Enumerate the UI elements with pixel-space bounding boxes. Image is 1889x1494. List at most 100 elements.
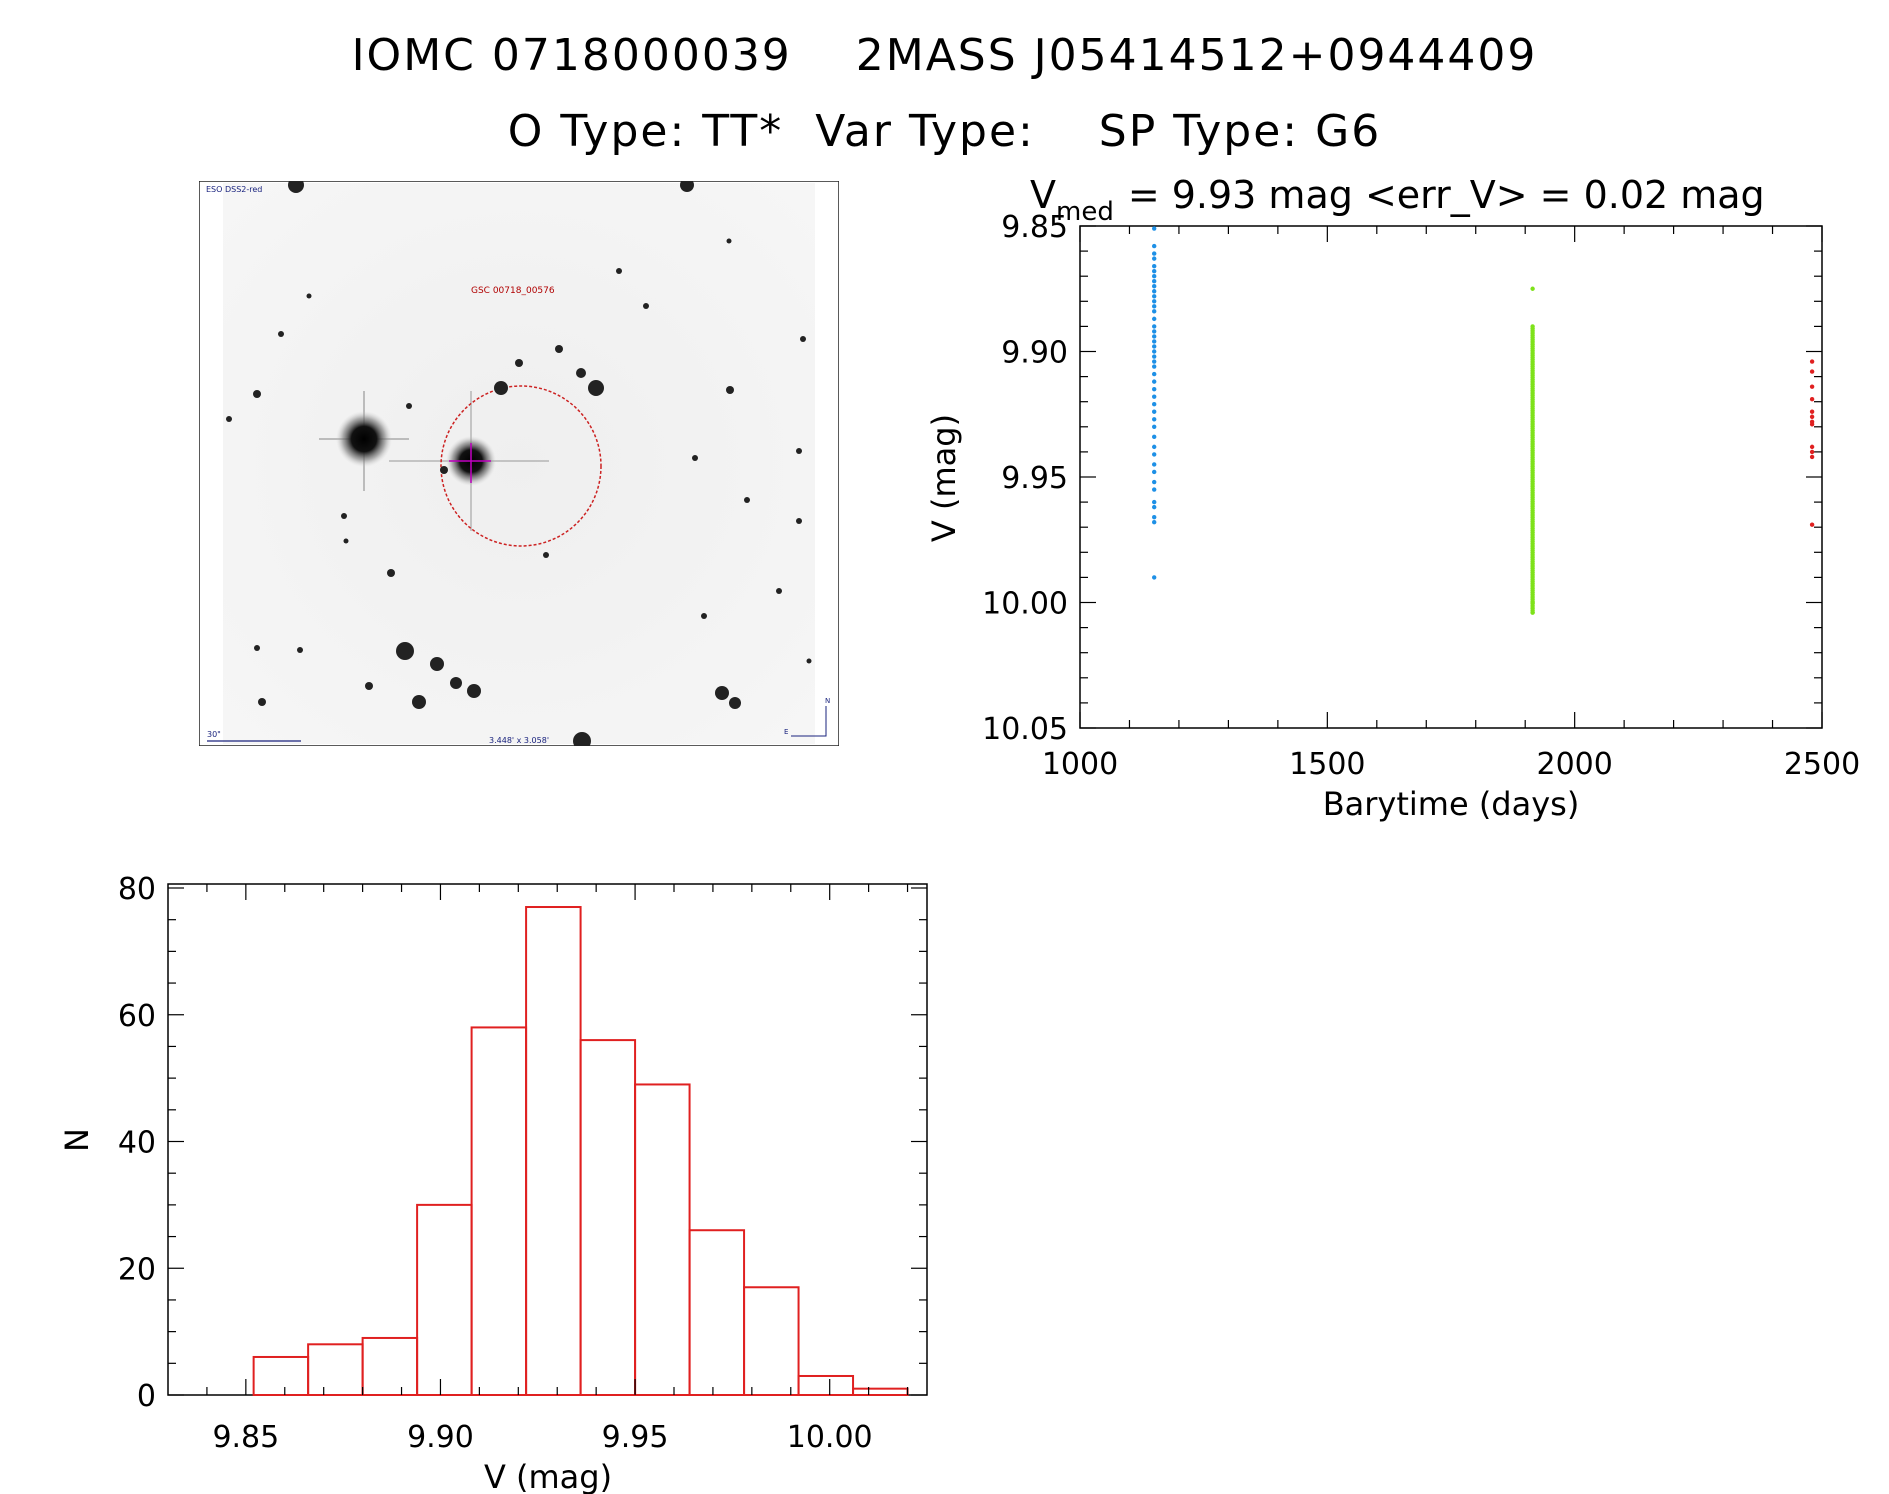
histogram-x-tick-labels: 9.85 9.90 9.95 10.00 <box>212 1420 872 1455</box>
data-point <box>1152 487 1157 492</box>
histogram-y-tick-labels: 0 20 40 60 80 <box>118 872 156 1414</box>
data-point <box>1152 519 1157 525</box>
x-tick-label: 1500 <box>1289 747 1365 782</box>
data-point <box>1152 504 1157 510</box>
data-point <box>1152 263 1157 269</box>
data-point <box>1152 268 1157 274</box>
data-point <box>1809 359 1815 364</box>
histogram-bar <box>307 1343 364 1397</box>
y-tick-label: 9.85 <box>1001 210 1068 245</box>
data-point <box>1809 414 1815 419</box>
data-point <box>1152 371 1157 377</box>
histogram-bars <box>252 906 909 1397</box>
x-tick-label: 9.95 <box>602 1420 669 1455</box>
data-point <box>1809 449 1815 455</box>
data-point <box>1152 394 1157 399</box>
data-point <box>1152 575 1157 580</box>
data-point <box>1152 334 1157 339</box>
data-point <box>1152 299 1157 304</box>
y-tick-label: 9.95 <box>1001 461 1068 496</box>
data-point <box>1152 379 1157 384</box>
histogram-bar <box>688 1229 746 1396</box>
y-tick-label: 9.90 <box>1001 336 1068 371</box>
data-point <box>1152 284 1157 289</box>
data-point <box>1152 417 1157 422</box>
y-tick-label: 10.05 <box>982 712 1068 747</box>
light-curve-x-label: Barytime (days) <box>1323 785 1580 823</box>
target-star <box>389 391 549 531</box>
data-point <box>1809 396 1815 402</box>
object-types: O Type: TT* Var Type: SP Type: G6 <box>507 106 1382 157</box>
data-point <box>1809 422 1815 427</box>
histogram-bar <box>416 1203 473 1396</box>
data-point <box>1152 294 1157 299</box>
y-tick-label: 40 <box>118 1126 156 1161</box>
data-point <box>1152 444 1157 450</box>
light-curve-y-label: V (mag) <box>925 414 963 542</box>
data-point <box>1152 359 1157 364</box>
light-curve-title: Vmed = 9.93 mag <err_V> = 0.02 mag <box>1030 173 1765 227</box>
data-point <box>1152 402 1157 407</box>
data-point <box>1152 469 1157 475</box>
histogram-y-label: N <box>58 1128 96 1152</box>
compass <box>791 706 827 737</box>
x-tick-label: 10.00 <box>787 1420 873 1455</box>
data-point <box>1152 424 1157 429</box>
data-point <box>1152 364 1157 369</box>
data-point <box>1152 479 1157 485</box>
data-point <box>1152 251 1157 256</box>
data-point <box>1809 369 1815 374</box>
x-tick-label: 9.90 <box>407 1420 474 1455</box>
page-title: IOMC 0718000039 2MASS J05414512+0944409 <box>351 30 1538 81</box>
data-point <box>1152 499 1157 505</box>
data-point <box>1152 309 1157 314</box>
survey-label: ESO DSS2-red <box>206 185 262 194</box>
data-point <box>1809 409 1815 414</box>
histogram-bar <box>252 1355 310 1396</box>
data-point <box>1152 274 1157 279</box>
y-tick-label: 10.00 <box>982 587 1068 622</box>
data-point <box>1152 316 1157 322</box>
compass-east-label: E <box>784 728 788 736</box>
y-tick-label: 80 <box>118 872 156 907</box>
y-tick-label: 60 <box>118 999 156 1034</box>
data-point <box>1152 462 1157 467</box>
data-point <box>1152 409 1157 414</box>
target-circle <box>440 385 602 547</box>
scale-label: 30" <box>207 730 221 739</box>
histogram-x-label: V (mag) <box>484 1458 612 1494</box>
light-curve-chart: Vmed = 9.93 mag <err_V> = 0.02 mag 1000 1… <box>925 173 1860 823</box>
histogram-bar <box>797 1374 855 1397</box>
data-point <box>1530 600 1535 605</box>
bright-star-left <box>319 391 409 491</box>
histogram-bar <box>525 906 582 1396</box>
histogram-ticks <box>168 884 927 1396</box>
light-curve-points <box>1152 226 1815 615</box>
light-curve-ticks <box>1079 225 1823 729</box>
data-point <box>1152 324 1157 329</box>
data-point <box>1809 454 1815 460</box>
field-size-label: 3.448' x 3.058' <box>489 736 549 745</box>
data-point <box>1152 329 1157 334</box>
y-tick-label: 0 <box>137 1379 156 1414</box>
sky-background <box>223 183 815 744</box>
data-point <box>1152 349 1157 354</box>
data-point <box>1152 386 1157 392</box>
histogram-bar <box>470 1026 528 1397</box>
histogram-bar <box>852 1387 909 1396</box>
histogram-plot-area <box>167 883 928 1396</box>
data-point <box>1152 243 1157 249</box>
compass-north-label: N <box>825 697 830 705</box>
data-point <box>1152 344 1157 349</box>
data-point <box>1152 289 1157 294</box>
histogram-bar <box>361 1336 419 1397</box>
light-curve-y-tick-labels: 9.85 9.90 9.95 10.00 10.05 <box>982 210 1068 747</box>
x-tick-label: 1000 <box>1042 747 1118 782</box>
histogram-bar <box>743 1286 800 1396</box>
x-tick-label: 2500 <box>1784 747 1860 782</box>
data-point <box>1152 514 1157 520</box>
data-point <box>1530 610 1535 615</box>
data-point <box>1152 354 1157 359</box>
finder-image: ESO DSS2-red GSC 00718_00576 30" 3.448' … <box>199 181 839 746</box>
data-point <box>1152 279 1157 284</box>
